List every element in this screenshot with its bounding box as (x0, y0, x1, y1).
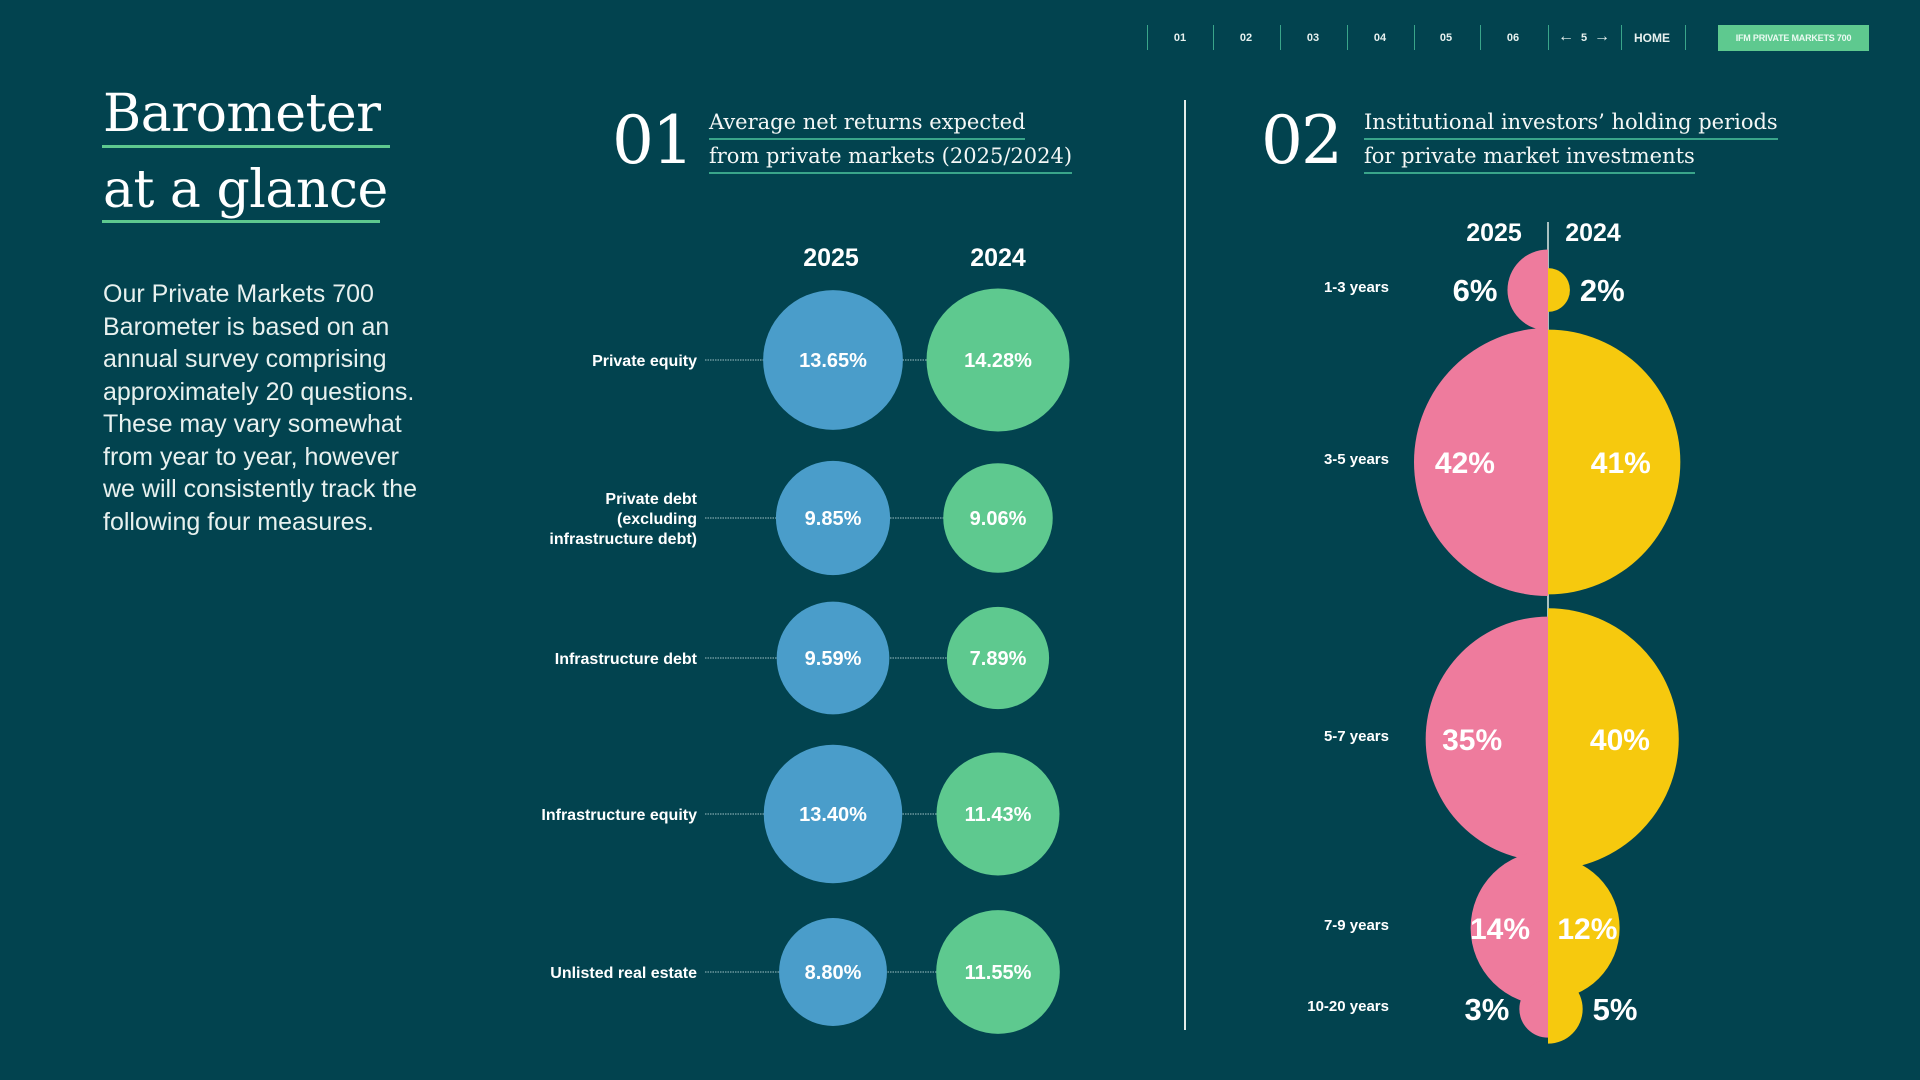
value-label-2024: 2% (1580, 273, 1625, 308)
bubble-label-2025: 13.65% (799, 350, 867, 372)
nav-item-05[interactable]: 05 (1439, 32, 1453, 44)
value-label-2024: 41% (1591, 447, 1651, 480)
page-title-line2: at a glance (103, 160, 388, 220)
section1-number: 01 (612, 102, 694, 179)
category-label: Private equity (592, 353, 697, 370)
half-bubble-2025 (1470, 850, 1548, 1006)
section1-title-line2: from private markets (2025/2024) (709, 140, 1073, 174)
half-bubble-2024 (1548, 974, 1583, 1044)
value-label-2024: 5% (1593, 992, 1638, 1027)
chart2-header-2024: 2024 (1565, 219, 1621, 247)
half-bubble-2025 (1507, 249, 1548, 331)
half-bubble-2024 (1548, 268, 1570, 312)
category-label: 1-3 years (1324, 279, 1389, 296)
nav-item-04[interactable]: 04 (1373, 32, 1387, 44)
bubble-2024 (936, 752, 1060, 876)
nav-separator (1213, 25, 1214, 50)
bubble-2025 (775, 460, 891, 576)
bubble-2025 (776, 601, 890, 715)
bubble-2024 (943, 463, 1053, 573)
section2-title-line1: Institutional investors’ holding periods (1364, 106, 1778, 140)
half-bubble-2025 (1519, 980, 1548, 1038)
nav-separator (1414, 25, 1415, 50)
category-label: 10-20 years (1307, 998, 1389, 1015)
bubble-label-2024: 11.55% (965, 962, 1032, 984)
category-label: Unlisted real estate (550, 965, 697, 982)
arrow-left-icon[interactable]: ← (1558, 28, 1574, 45)
bubble-label-2025: 9.85% (805, 508, 862, 530)
section1-title: Average net returns expected from privat… (709, 106, 1073, 174)
title-underline (102, 145, 390, 148)
bubble-2024 (946, 606, 1050, 710)
chart1-header-2025: 2025 (803, 244, 859, 272)
chart1-header-2024: 2024 (970, 244, 1026, 272)
bubble-label-2024: 7.89% (970, 648, 1027, 670)
nav-separator (1685, 25, 1686, 50)
section2-number: 02 (1261, 102, 1343, 179)
chart2-header-2025: 2025 (1466, 219, 1522, 247)
category-label: 5-7 years (1324, 728, 1389, 745)
title-underline (102, 220, 380, 223)
home-link[interactable]: HOME (1634, 31, 1670, 45)
section2-title-line2: for private market investments (1364, 140, 1695, 174)
page-number: 5 (1580, 32, 1588, 44)
bubble-label-2025: 9.59% (805, 648, 862, 670)
page-title-line1: Barometer (103, 84, 381, 144)
nav-separator (1280, 25, 1281, 50)
nav-separator (1147, 25, 1148, 50)
bubble-label-2024: 14.28% (964, 350, 1032, 372)
bubble-2024 (926, 288, 1070, 432)
nav-separator (1548, 25, 1549, 50)
bubble-label-2024: 9.06% (970, 508, 1027, 530)
category-label: Infrastructure debt (555, 651, 698, 668)
nav-item-06[interactable]: 06 (1506, 32, 1520, 44)
arrow-right-icon[interactable]: → (1594, 28, 1610, 45)
brand-button[interactable]: IFM PRIVATE MARKETS 700 (1718, 25, 1869, 51)
nav-item-01[interactable]: 01 (1173, 32, 1187, 44)
nav-separator (1480, 25, 1481, 50)
value-label-2024: 12% (1557, 913, 1617, 946)
category-label: Infrastructure equity (541, 807, 697, 824)
section-divider (1184, 100, 1186, 1030)
bubble-label-2024: 11.43% (965, 804, 1032, 826)
value-label-2025: 42% (1435, 447, 1495, 480)
bubble-label-2025: 8.80% (805, 962, 862, 984)
intro-body: Our Private Markets 700 Barometer is bas… (103, 280, 418, 536)
value-label-2025: 35% (1442, 724, 1502, 757)
value-label-2025: 3% (1465, 992, 1510, 1027)
half-bubble-2024 (1548, 608, 1679, 870)
half-bubble-2025 (1414, 328, 1548, 596)
bubble-2025 (779, 918, 887, 1026)
category-label: Private debt (excluding infrastructure deb… (549, 491, 697, 548)
value-label-2024: 40% (1590, 724, 1650, 757)
nav-item-03[interactable]: 03 (1306, 32, 1320, 44)
section1-title-line1: Average net returns expected (709, 106, 1026, 140)
half-bubble-2024 (1548, 856, 1620, 1000)
bubble-2025 (763, 744, 903, 884)
nav-item-02[interactable]: 02 (1239, 32, 1253, 44)
nav-separator (1347, 25, 1348, 50)
bubble-2025 (763, 290, 903, 430)
half-bubble-2025 (1425, 616, 1548, 862)
value-label-2025: 6% (1453, 273, 1498, 308)
section2-title: Institutional investors’ holding periods… (1364, 106, 1778, 174)
bubble-label-2025: 13.40% (799, 804, 867, 826)
nav-separator (1621, 25, 1622, 50)
category-label: 3-5 years (1324, 451, 1389, 468)
bubble-2024 (936, 910, 1060, 1034)
category-label: 7-9 years (1324, 917, 1389, 934)
value-label-2025: 14% (1470, 913, 1530, 946)
half-bubble-2024 (1548, 329, 1681, 595)
